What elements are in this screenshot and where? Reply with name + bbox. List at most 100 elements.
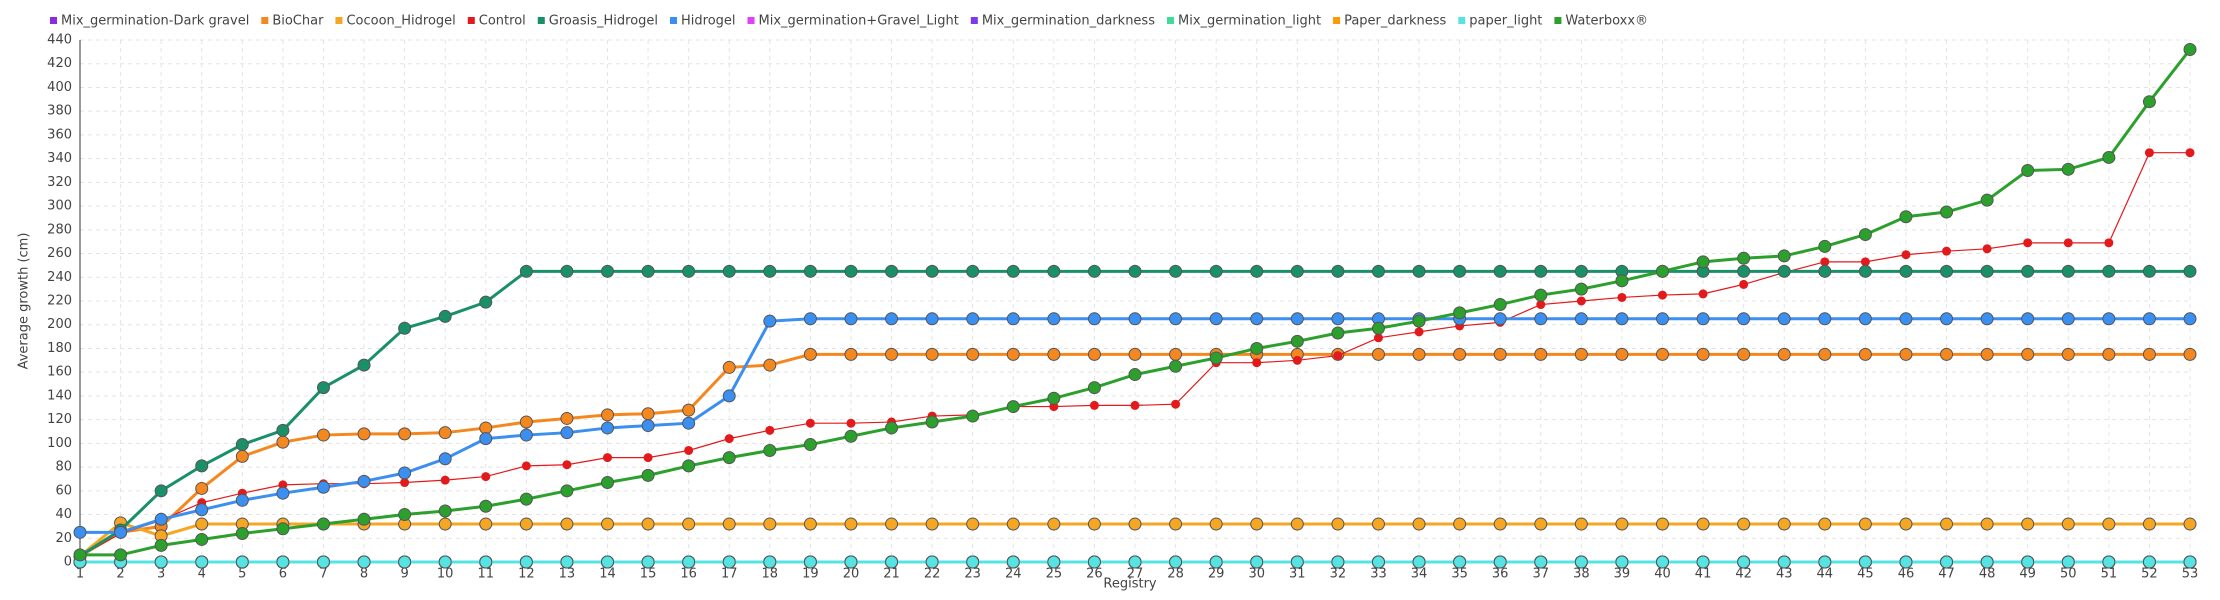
data-point xyxy=(276,522,290,536)
x-tick-label: 50 xyxy=(2060,567,2077,582)
data-point xyxy=(885,312,899,326)
data-point xyxy=(1209,555,1223,569)
x-tick-label: 46 xyxy=(1898,567,1915,582)
data-point xyxy=(803,438,817,452)
legend-label: Control xyxy=(479,14,526,29)
data-point xyxy=(1453,517,1467,531)
data-point xyxy=(1006,347,1020,361)
legend-label: Cocoon_Hidrogel xyxy=(346,14,455,29)
data-point xyxy=(560,517,574,531)
data-point xyxy=(1087,381,1101,395)
data-point xyxy=(1860,257,1870,267)
data-point xyxy=(235,493,249,507)
data-point xyxy=(844,555,858,569)
data-point xyxy=(560,555,574,569)
data-point xyxy=(925,555,939,569)
y-tick-label: 40 xyxy=(55,507,72,522)
x-tick-label: 39 xyxy=(1614,567,1631,582)
data-point xyxy=(803,347,817,361)
y-tick-label: 220 xyxy=(47,294,72,309)
data-point xyxy=(722,517,736,531)
data-point xyxy=(1453,555,1467,569)
data-point xyxy=(2183,555,2197,569)
data-point xyxy=(885,421,899,435)
data-point xyxy=(844,347,858,361)
legend-swatch xyxy=(261,17,269,24)
data-point xyxy=(1901,250,1911,260)
data-point xyxy=(1087,264,1101,278)
legend-label: Mix_germination_light xyxy=(1178,14,1321,29)
data-point xyxy=(2021,517,2035,531)
data-point xyxy=(1128,368,1142,382)
legend-swatch xyxy=(970,17,978,24)
data-point xyxy=(682,459,696,473)
legend-label: Waterboxx® xyxy=(1565,14,1648,29)
legend-label: Hidrogel xyxy=(681,14,736,29)
data-point xyxy=(2021,264,2035,278)
data-point xyxy=(2183,264,2197,278)
data-point xyxy=(2142,347,2156,361)
data-point xyxy=(1171,399,1181,409)
y-tick-label: 160 xyxy=(47,365,72,380)
y-tick-label: 0 xyxy=(64,555,72,570)
data-point xyxy=(1980,193,1994,207)
data-point xyxy=(684,445,694,455)
data-point xyxy=(1006,517,1020,531)
data-point xyxy=(1737,347,1751,361)
y-tick-label: 400 xyxy=(47,80,72,95)
data-point xyxy=(1574,517,1588,531)
data-point xyxy=(1333,351,1343,361)
data-point xyxy=(1818,347,1832,361)
data-point xyxy=(1615,347,1629,361)
data-point xyxy=(724,434,734,444)
data-point xyxy=(1777,264,1791,278)
y-tick-label: 200 xyxy=(47,317,72,332)
data-point xyxy=(925,517,939,531)
data-point xyxy=(519,492,533,506)
legend-swatch xyxy=(537,17,545,24)
data-point xyxy=(1128,517,1142,531)
data-point xyxy=(1331,264,1345,278)
data-point xyxy=(560,264,574,278)
data-point xyxy=(1047,391,1061,405)
data-point xyxy=(2021,555,2035,569)
data-point xyxy=(276,423,290,437)
data-point xyxy=(114,525,128,539)
data-point xyxy=(479,499,493,513)
data-point xyxy=(2021,312,2035,326)
data-point xyxy=(1493,517,1507,531)
data-point xyxy=(1087,517,1101,531)
data-point xyxy=(1737,251,1751,265)
data-point xyxy=(1331,326,1345,340)
data-point xyxy=(844,264,858,278)
data-point xyxy=(1980,264,1994,278)
x-tick-label: 41 xyxy=(1695,567,1712,582)
data-point xyxy=(2104,238,2114,248)
data-point xyxy=(844,312,858,326)
data-point xyxy=(601,408,614,422)
y-tick-label: 380 xyxy=(47,104,72,119)
data-point xyxy=(1820,257,1830,267)
data-point xyxy=(1169,555,1183,569)
x-tick-label: 5 xyxy=(238,567,246,582)
data-point xyxy=(966,517,980,531)
data-point xyxy=(603,453,612,463)
data-point xyxy=(1047,264,1061,278)
data-point xyxy=(1128,312,1142,326)
data-point xyxy=(398,321,412,335)
data-point xyxy=(1534,347,1548,361)
data-point xyxy=(1858,517,1872,531)
data-point xyxy=(479,517,493,531)
x-tick-label: 13 xyxy=(559,567,576,582)
data-point xyxy=(1047,347,1061,361)
data-point xyxy=(400,478,410,488)
data-point xyxy=(2142,517,2156,531)
data-point xyxy=(479,432,493,446)
data-point xyxy=(1493,298,1507,312)
data-point xyxy=(519,264,533,278)
data-point xyxy=(1777,312,1791,326)
data-point xyxy=(2061,312,2075,326)
data-point xyxy=(1128,264,1142,278)
x-tick-label: 25 xyxy=(1046,567,1063,582)
